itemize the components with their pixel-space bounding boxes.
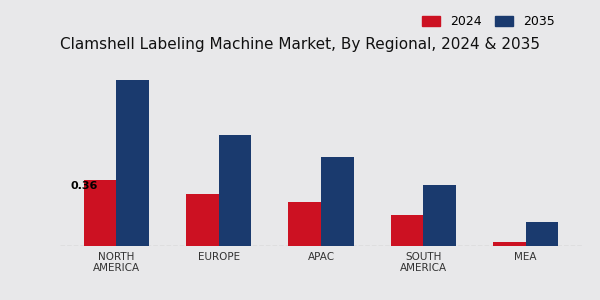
Bar — [493, 242, 526, 246]
Bar — [288, 202, 321, 246]
Bar — [186, 194, 219, 246]
Bar — [219, 135, 251, 246]
Bar — [84, 180, 116, 246]
Bar — [526, 222, 558, 246]
Bar — [116, 80, 149, 246]
Text: 0.36: 0.36 — [71, 182, 98, 191]
Bar — [391, 214, 423, 246]
Bar — [321, 158, 354, 246]
Bar — [423, 185, 456, 246]
Text: Clamshell Labeling Machine Market, By Regional, 2024 & 2035: Clamshell Labeling Machine Market, By Re… — [60, 37, 540, 52]
Legend: 2024, 2035: 2024, 2035 — [417, 11, 560, 33]
